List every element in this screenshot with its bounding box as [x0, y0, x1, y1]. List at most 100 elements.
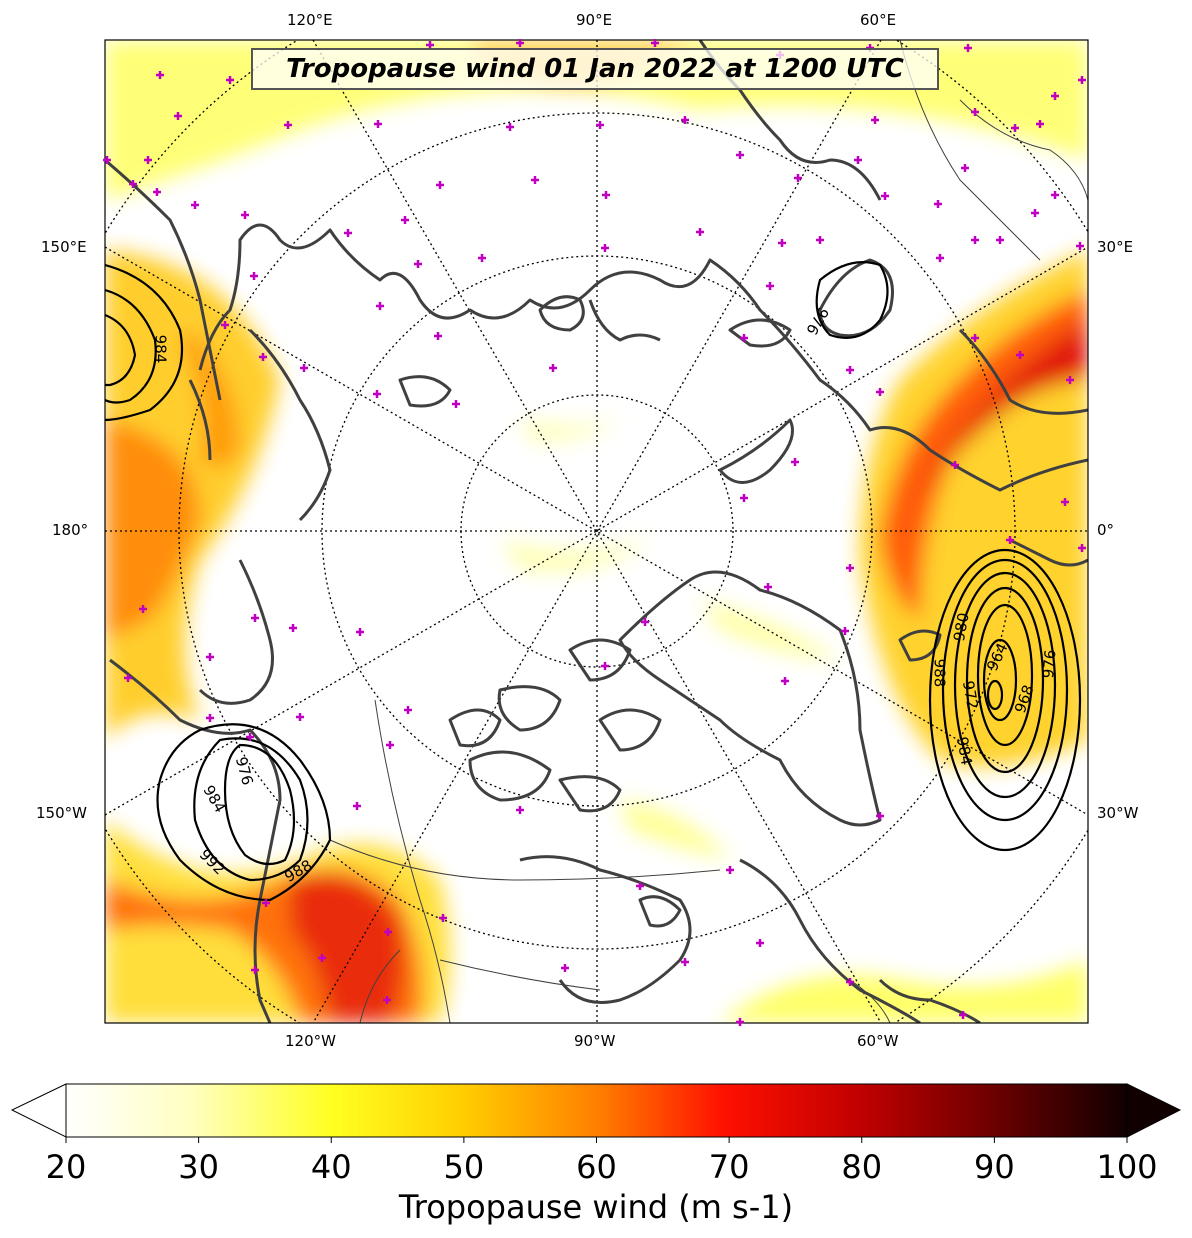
coastlines [105, 40, 1088, 1023]
station-marker [602, 191, 610, 199]
station-marker [226, 76, 234, 84]
station-marker [791, 458, 799, 466]
lon-label-left-150W: 150°W [36, 804, 87, 822]
station-marker [959, 1011, 967, 1019]
station-marker [1078, 544, 1086, 552]
station-marker [778, 239, 786, 247]
station-marker [936, 254, 944, 262]
station-marker [221, 321, 229, 329]
station-marker [764, 583, 772, 591]
station-marker [139, 605, 147, 613]
station-marker [452, 400, 460, 408]
station-marker [876, 388, 884, 396]
lon-label-top-90E: 90°E [576, 11, 613, 29]
station-marker [284, 121, 292, 129]
station-marker [641, 618, 649, 626]
station-marker [740, 334, 748, 342]
station-marker [318, 954, 326, 962]
station-marker [736, 151, 744, 159]
station-marker [156, 71, 164, 79]
station-marker [531, 176, 539, 184]
station-marker [1016, 351, 1024, 359]
colorbar-tick-label: 70 [708, 1148, 750, 1186]
station-marker [129, 180, 137, 188]
station-marker [1011, 124, 1019, 132]
station-marker [636, 882, 644, 890]
station-marker [736, 1018, 744, 1026]
station-marker [206, 714, 214, 722]
colorbar-tick-label: 60 [576, 1148, 617, 1186]
station-marker [549, 364, 557, 372]
station-marker [740, 494, 748, 502]
station-marker [250, 272, 258, 280]
station-marker [846, 366, 854, 374]
colorbar-tick-label: 50 [443, 1148, 485, 1186]
lon-label-right-30W: 30°W [1097, 804, 1139, 822]
station-marker [251, 966, 259, 974]
station-marker [414, 260, 422, 268]
station-marker [296, 713, 304, 721]
station-marker [251, 614, 259, 622]
station-marker [876, 812, 884, 820]
lon-label-left-180: 180° [52, 521, 89, 539]
station-marker [1031, 209, 1039, 217]
station-marker [373, 390, 381, 398]
station-marker [241, 211, 249, 219]
station-marker [651, 39, 659, 47]
station-marker [596, 121, 604, 129]
station-marker [1061, 498, 1069, 506]
station-marker [766, 282, 774, 290]
station-marker [996, 236, 1004, 244]
lon-label-bottom-120W: 120°W [285, 1032, 336, 1050]
station-marker [426, 41, 434, 49]
map-area [105, 40, 1088, 1023]
station-marker [206, 653, 214, 661]
station-marker [174, 112, 182, 120]
station-marker [1051, 191, 1059, 199]
station-marker [934, 200, 942, 208]
station-marker [971, 236, 979, 244]
colorbar [10, 1083, 1182, 1143]
station-marker [1066, 376, 1074, 384]
station-marker [681, 116, 689, 124]
station-marker [259, 353, 267, 361]
colorbar-tick-label: 90 [974, 1148, 1015, 1186]
station-marker [841, 627, 849, 635]
station-marker [516, 39, 524, 47]
station-marker [1036, 120, 1044, 128]
colorbar-tick-label: 30 [178, 1148, 219, 1186]
station-marker [289, 624, 297, 632]
station-marker [871, 116, 879, 124]
station-marker [601, 244, 609, 252]
station-marker [726, 866, 734, 874]
colorbar-tick-label: 20 [45, 1148, 87, 1186]
station-marker [794, 174, 802, 182]
station-marker [756, 939, 764, 947]
station-marker [300, 364, 308, 372]
station-marker [386, 741, 394, 749]
station-marker [971, 334, 979, 342]
lon-label-right-30E: 30°E [1097, 238, 1134, 256]
contour-label: 976 [1039, 648, 1060, 680]
station-marker [964, 44, 972, 52]
station-marker [404, 706, 412, 714]
station-marker [246, 733, 254, 741]
station-marker [951, 461, 959, 469]
station-marker [353, 802, 361, 810]
station-marker [374, 120, 382, 128]
station-marker [781, 677, 789, 685]
station-marker [854, 156, 862, 164]
contour-label: 988 [930, 658, 949, 688]
lon-label-bottom-60W: 60°W [857, 1032, 899, 1050]
station-marker [478, 254, 486, 262]
station-marker [384, 928, 392, 936]
station-marker [601, 662, 609, 670]
colorbar-tick-label: 40 [310, 1148, 352, 1186]
station-marker [1076, 242, 1084, 250]
graticule [105, 40, 1088, 1023]
station-marker [383, 996, 391, 1004]
lon-label-right-0: 0° [1097, 521, 1115, 539]
station-marker [103, 156, 111, 164]
lon-label-bottom-90W: 90°W [574, 1032, 616, 1050]
